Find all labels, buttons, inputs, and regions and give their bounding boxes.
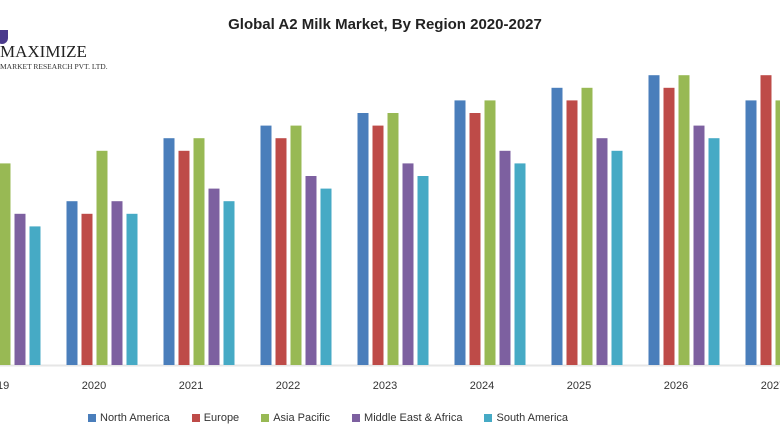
bar-2023-middle-east-africa — [402, 163, 414, 365]
bar-2023-europe — [372, 125, 384, 365]
bar-2026-europe — [663, 87, 675, 366]
bar-2026-south-america — [708, 138, 720, 365]
bar-2027-north-america — [745, 100, 757, 366]
bar-2026-north-america — [648, 75, 660, 365]
bar-2024-europe — [469, 113, 481, 365]
bar-2027-europe — [760, 75, 772, 365]
bar-2019-asia-pacific — [0, 163, 11, 365]
x-tick-label: 2025 — [567, 380, 591, 392]
x-tick-label: 2020 — [82, 380, 106, 392]
bar-2027-asia-pacific — [775, 100, 780, 366]
bar-2019-south-america — [29, 226, 41, 365]
legend-swatch — [352, 414, 361, 422]
bar-2020-north-america — [66, 201, 78, 365]
bar-2024-south-america — [514, 163, 526, 365]
bar-2021-asia-pacific — [193, 138, 205, 365]
bar-2026-middle-east-africa — [693, 125, 705, 365]
legend-label: Asia Pacific — [273, 412, 331, 424]
bar-2022-europe — [275, 138, 287, 365]
bar-2020-asia-pacific — [96, 150, 108, 365]
legend-swatch — [191, 414, 200, 422]
x-tick-label: 2021 — [179, 380, 203, 392]
bar-2025-middle-east-africa — [596, 138, 608, 365]
bar-2021-middle-east-africa — [208, 188, 220, 365]
bar-2021-north-america — [163, 138, 175, 365]
bar-2020-europe — [81, 213, 93, 365]
legend-label: South America — [496, 412, 569, 424]
x-tick-label: 2019 — [0, 380, 9, 392]
legend-label: Middle East & Africa — [364, 412, 463, 424]
chart-title: Global A2 Milk Market, By Region 2020-20… — [228, 16, 542, 33]
legend-swatch — [261, 414, 270, 422]
logo-subtitle: MARKET RESEARCH PVT. LTD. — [0, 62, 108, 71]
legend-swatch — [484, 414, 493, 422]
bar-2021-europe — [178, 150, 190, 365]
x-tick-label: 2026 — [664, 380, 688, 392]
bar-2023-asia-pacific — [387, 113, 399, 365]
x-tick-label: 2024 — [470, 380, 494, 392]
x-tick-label: 2023 — [373, 380, 397, 392]
bar-2024-asia-pacific — [484, 100, 496, 366]
x-tick-label: 2027 — [761, 380, 780, 392]
legend-label: Europe — [203, 412, 240, 424]
bar-2023-south-america — [417, 176, 429, 365]
legend-item: Middle East & Africa — [352, 412, 462, 424]
bar-2024-middle-east-africa — [499, 150, 511, 365]
bar-2023-north-america — [357, 113, 369, 365]
legend-label: North America — [100, 412, 170, 424]
legend-item: North America — [88, 412, 170, 424]
bar-2019-middle-east-africa — [14, 213, 26, 365]
bar-2022-middle-east-africa — [305, 176, 317, 365]
bar-2025-asia-pacific — [581, 87, 593, 366]
logo-name: MAXIMIZE — [0, 42, 87, 61]
legend-item: South America — [484, 412, 568, 424]
bar-2021-south-america — [223, 201, 235, 365]
bar-2024-north-america — [454, 100, 466, 366]
chart-legend: North America Europe Asia Pacific Middle Ea… — [88, 412, 590, 424]
legend-swatch — [88, 414, 96, 422]
bar-2022-asia-pacific — [290, 125, 302, 365]
bar-2020-middle-east-africa — [111, 201, 123, 365]
x-tick-label: 2022 — [276, 380, 300, 392]
legend-item: Asia Pacific — [261, 412, 330, 424]
bar-2026-asia-pacific — [678, 75, 690, 365]
logo-emblem-icon — [0, 30, 8, 44]
bar-2022-south-america — [320, 188, 332, 365]
bar-2025-south-america — [611, 150, 623, 365]
bar-2022-north-america — [260, 125, 272, 365]
bar-2025-europe — [566, 100, 578, 366]
bar-2020-south-america — [126, 213, 138, 365]
bar-2025-north-america — [551, 87, 563, 366]
legend-item: Europe — [191, 412, 240, 424]
